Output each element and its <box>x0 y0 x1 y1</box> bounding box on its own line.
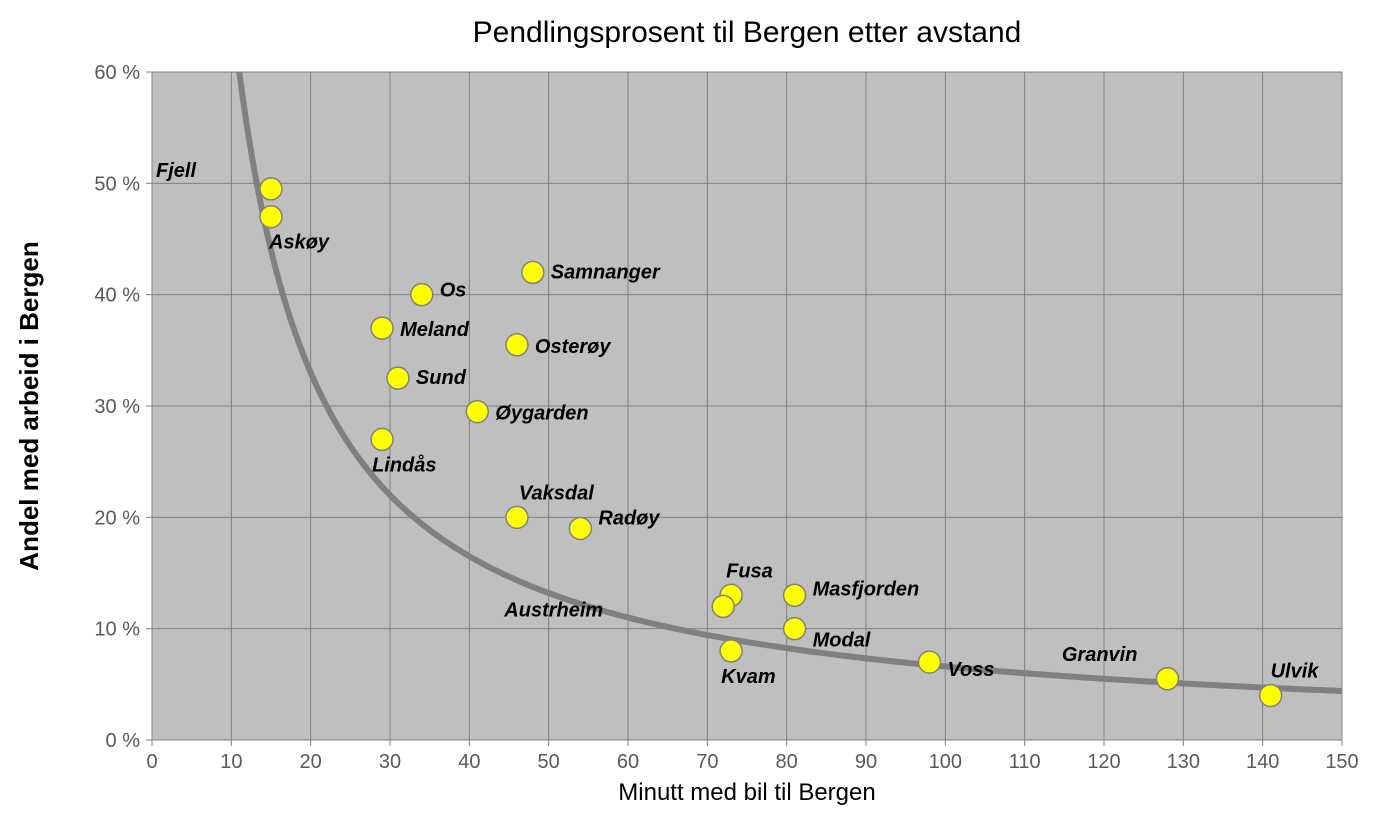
data-point <box>522 261 544 283</box>
point-label: Voss <box>947 659 994 681</box>
data-point <box>712 595 734 617</box>
y-axis-title: Andel med arbeid i Bergen <box>14 241 44 570</box>
x-axis-title: Minutt med bil til Bergen <box>618 779 875 806</box>
x-tick-label: 90 <box>855 751 877 773</box>
x-tick-label: 140 <box>1246 751 1279 773</box>
x-tick-label: 120 <box>1087 751 1120 773</box>
point-label: Austrheim <box>503 599 603 621</box>
point-label: Masfjorden <box>813 578 920 600</box>
point-label: Samnanger <box>551 261 661 283</box>
chart-title: Pendlingsprosent til Bergen etter avstan… <box>473 16 1022 49</box>
y-tick-label: 30 % <box>94 396 140 418</box>
data-point <box>260 178 282 200</box>
point-label: Øygarden <box>495 403 588 425</box>
point-label: Sund <box>416 367 467 389</box>
point-label: Fjell <box>156 160 196 182</box>
x-tick-label: 130 <box>1167 751 1200 773</box>
data-point <box>784 584 806 606</box>
x-tick-label: 40 <box>458 751 480 773</box>
data-point <box>784 618 806 640</box>
scatter-chart: 0 10 20 30 40 50 60 70 80 90 100 110 120 130 140 150 0 %… <box>0 0 1375 836</box>
x-tick-label: 50 <box>538 751 560 773</box>
data-point <box>569 517 591 539</box>
data-point <box>371 317 393 339</box>
x-tick-label: 100 <box>929 751 962 773</box>
y-tick-label: 0 % <box>106 730 141 752</box>
chart-container: 0 10 20 30 40 50 60 70 80 90 100 110 120 130 140 150 0 %… <box>0 0 1375 836</box>
x-tick-label: 80 <box>776 751 798 773</box>
point-label: Radøy <box>598 507 660 529</box>
point-label: Lindås <box>372 453 436 476</box>
y-tick-label: 40 % <box>94 285 140 307</box>
x-tick-label: 110 <box>1009 751 1041 773</box>
data-point <box>506 506 528 528</box>
x-tick-label: 150 <box>1325 751 1358 773</box>
point-label: Granvin <box>1062 644 1138 666</box>
point-label: Fusa <box>726 560 773 582</box>
y-tick-label: 50 % <box>94 173 140 195</box>
y-tick-label: 20 % <box>94 507 140 529</box>
data-point <box>918 651 940 673</box>
data-point <box>466 401 488 423</box>
x-tick-label: 70 <box>696 751 718 773</box>
data-point <box>260 206 282 228</box>
point-label: Osterøy <box>535 336 611 358</box>
point-label: Askøy <box>268 232 330 254</box>
x-tick-label: 30 <box>379 751 401 773</box>
x-tick-label: 20 <box>300 751 322 773</box>
data-point <box>506 334 528 356</box>
point-label: Modal <box>813 630 871 652</box>
x-tick-label: 10 <box>220 751 242 773</box>
data-point <box>371 428 393 450</box>
point-label: Kvam <box>721 666 775 688</box>
data-point <box>411 284 433 306</box>
point-label: Meland <box>400 319 470 341</box>
x-tick-label: 0 <box>146 751 157 773</box>
data-point <box>387 367 409 389</box>
data-point <box>1156 668 1178 690</box>
y-tick-label: 60 % <box>94 62 140 84</box>
x-tick-label: 60 <box>617 751 639 773</box>
y-tick-label: 10 % <box>94 619 140 641</box>
point-label: Vaksdal <box>519 482 594 504</box>
data-point <box>1260 684 1282 706</box>
point-label: Ulvik <box>1271 660 1320 682</box>
data-point <box>720 640 742 662</box>
point-label: Os <box>440 280 467 302</box>
